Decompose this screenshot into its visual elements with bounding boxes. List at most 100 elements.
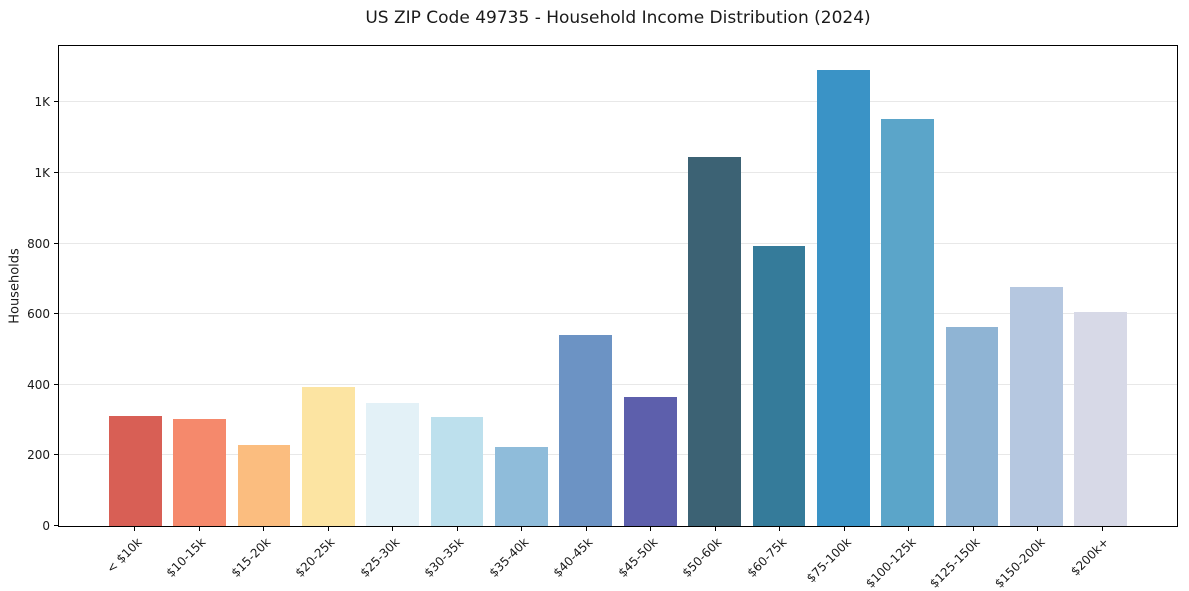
bar-slot: [361, 46, 425, 526]
x-slot: $10-15k: [163, 527, 232, 590]
x-slot: $25-30k: [357, 527, 425, 590]
x-tick-mark: [521, 527, 523, 531]
bar-35-40k: [495, 446, 548, 526]
bar-50-60k: [688, 156, 741, 526]
bar-slot: [103, 46, 167, 526]
bar-slot: [811, 46, 875, 526]
bar-30-35k: [430, 416, 484, 526]
y-tick-mark: [54, 454, 58, 456]
bar-20-25k: [301, 386, 355, 526]
bar-60-75k: [752, 245, 806, 526]
bar-45-50k: [623, 396, 677, 526]
y-gridline: [59, 454, 1177, 456]
x-tick-mark: [198, 527, 200, 531]
x-slot: $40-45k: [550, 527, 619, 590]
bar-slot: [232, 46, 296, 526]
bar-slot: [296, 46, 360, 526]
x-slot: $15-20k: [228, 527, 296, 590]
x-slot: $60-75k: [744, 527, 812, 590]
bar-slot: [167, 46, 231, 526]
plot-area: 0 200 400 600 800 1K 1K: [27, 45, 1178, 533]
x-tick-mark: [650, 527, 652, 531]
y-tick-label: 0: [42, 519, 50, 533]
bar-150-200k: [1010, 287, 1063, 526]
x-tick-label: $35-40k: [486, 535, 532, 580]
y-tick-label: 1K: [34, 166, 50, 181]
y-gridline: [59, 172, 1177, 174]
bar-slot: [1069, 46, 1133, 526]
x-axis: < $10k $10-15k $15-20k $20-25k $25-30k $30-35…: [58, 527, 1178, 591]
y-gridline: [59, 242, 1177, 244]
x-slot: $150-200k: [991, 527, 1070, 591]
bar-slot: [1004, 46, 1068, 526]
x-slot: $20-25k: [292, 527, 361, 590]
chart-title: US ZIP Code 49735 - Household Income Dis…: [365, 8, 871, 28]
bar-slot: [554, 46, 618, 526]
y-tick-mark: [54, 383, 58, 385]
x-slot: $30-35k: [421, 527, 490, 590]
bar-slot: [618, 46, 682, 526]
x-tick-mark: [972, 527, 974, 531]
x-tick-mark: [1037, 527, 1039, 531]
x-tick-label: $10-15k: [163, 535, 209, 580]
x-slot: $125-150k: [927, 527, 1006, 591]
x-tick-label: $40-45k: [550, 535, 596, 580]
bar-slot: [747, 46, 811, 526]
y-tick-label: 200: [27, 448, 50, 463]
y-gridline: [59, 313, 1177, 315]
x-slot: < $10k: [102, 527, 167, 590]
x-tick-mark: [585, 527, 587, 531]
x-tick-label: $50-60k: [679, 535, 725, 580]
bar-125-150k: [945, 326, 999, 526]
x-tick-mark: [134, 527, 136, 531]
x-slot: $45-50k: [615, 527, 683, 590]
bar-15-20k: [237, 444, 291, 526]
x-slot: $100-125k: [862, 527, 941, 591]
bar-40-45k: [559, 335, 613, 526]
x-tick-mark: [263, 527, 265, 531]
bar-10k: [108, 416, 162, 526]
x-tick-mark: [392, 527, 394, 531]
y-axis-label: Households: [7, 248, 23, 324]
bar-slot: [876, 46, 940, 526]
bar-25-30k: [366, 403, 420, 526]
x-tick-mark: [779, 527, 781, 531]
x-tick-mark: [843, 527, 845, 531]
y-tick-label: 600: [27, 307, 50, 322]
x-tick-mark: [908, 527, 910, 531]
x-tick-mark: [714, 527, 716, 531]
bar-slot: [489, 46, 553, 526]
bar-slot: [940, 46, 1004, 526]
y-tick-label: 800: [27, 236, 50, 251]
x-tick-label: $15-20k: [228, 535, 274, 580]
x-slot: $75-100k: [803, 527, 877, 590]
x-tick-label: $60-75k: [744, 535, 790, 580]
x-slot: $50-60k: [679, 527, 748, 590]
y-tick-mark: [54, 101, 58, 103]
y-tick-mark: [54, 242, 58, 244]
x-tick-mark: [1101, 527, 1103, 531]
x-slot: $200k+: [1068, 527, 1135, 590]
bars-row: [59, 46, 1177, 526]
x-tick-mark: [456, 527, 458, 531]
bar-10-15k: [173, 418, 226, 526]
y-tick-mark: [54, 525, 58, 526]
y-gridline: [59, 101, 1177, 103]
y-tick-label: 1K: [34, 95, 50, 110]
x-tick-label: $20-25k: [292, 535, 338, 580]
y-tick-mark: [54, 172, 58, 174]
x-tick-label: $45-50k: [615, 535, 661, 580]
x-tick-label: < $10k: [103, 535, 145, 576]
x-tick-label: $200k+: [1068, 535, 1112, 579]
y-tick-label: 400: [27, 377, 50, 392]
bar-slot: [425, 46, 489, 526]
x-tick-label: $30-35k: [421, 535, 467, 580]
x-tick-label: $25-30k: [357, 535, 403, 580]
y-gridline: [59, 383, 1177, 385]
bar-slot: [682, 46, 746, 526]
x-tick-label: $75-100k: [803, 535, 854, 586]
x-slot: $35-40k: [486, 527, 554, 590]
bar-100-125k: [881, 118, 935, 526]
y-tick-mark: [54, 313, 58, 315]
